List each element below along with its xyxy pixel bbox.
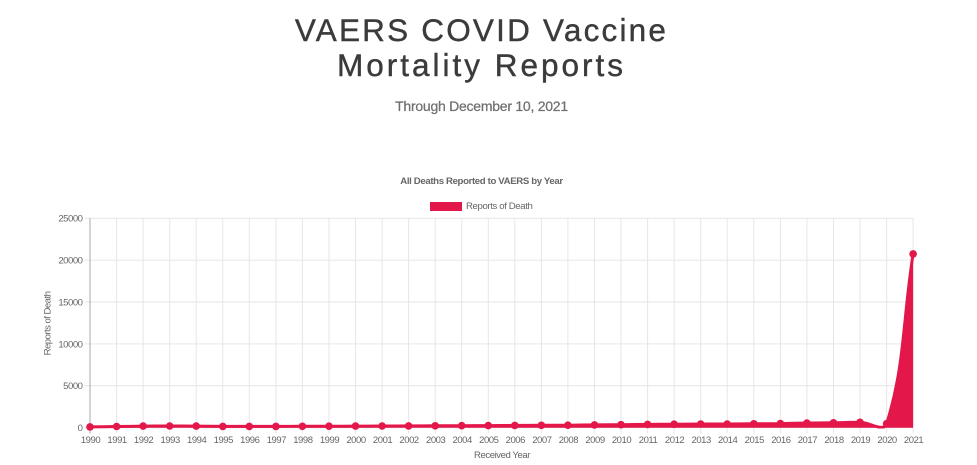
svg-text:2004: 2004 (453, 435, 473, 446)
svg-text:1999: 1999 (320, 435, 340, 446)
svg-text:2021: 2021 (904, 435, 924, 446)
svg-text:2002: 2002 (399, 435, 419, 446)
svg-text:2011: 2011 (639, 435, 658, 446)
svg-text:2017: 2017 (798, 435, 818, 446)
svg-text:1993: 1993 (161, 435, 181, 446)
svg-text:2001: 2001 (373, 435, 393, 446)
svg-text:1991: 1991 (107, 435, 127, 446)
svg-text:2019: 2019 (851, 435, 871, 446)
svg-text:2014: 2014 (718, 435, 738, 446)
svg-text:1996: 1996 (240, 435, 260, 446)
svg-text:2015: 2015 (745, 435, 765, 446)
svg-text:20000: 20000 (58, 256, 82, 267)
svg-text:1995: 1995 (214, 435, 234, 446)
svg-text:2007: 2007 (532, 435, 552, 446)
svg-text:2008: 2008 (559, 435, 579, 446)
svg-text:2012: 2012 (665, 435, 685, 446)
svg-text:15000: 15000 (58, 297, 82, 308)
svg-text:0: 0 (78, 423, 83, 434)
svg-text:2016: 2016 (771, 435, 791, 446)
svg-text:2006: 2006 (506, 435, 526, 446)
svg-text:2013: 2013 (692, 435, 712, 446)
svg-text:2018: 2018 (824, 435, 844, 446)
svg-text:Received Year: Received Year (474, 450, 531, 461)
svg-text:5000: 5000 (63, 381, 83, 392)
svg-text:10000: 10000 (58, 339, 82, 350)
svg-text:2005: 2005 (479, 435, 499, 446)
svg-text:2009: 2009 (585, 435, 605, 446)
svg-text:Reports of Death: Reports of Death (43, 291, 54, 355)
svg-text:1997: 1997 (267, 435, 287, 446)
svg-text:1990: 1990 (81, 435, 101, 446)
svg-text:25000: 25000 (58, 214, 82, 225)
svg-text:1994: 1994 (187, 435, 207, 446)
svg-text:2020: 2020 (877, 435, 897, 446)
svg-text:2003: 2003 (426, 435, 446, 446)
svg-text:1992: 1992 (134, 435, 154, 446)
svg-text:1998: 1998 (293, 435, 313, 446)
svg-text:2010: 2010 (612, 435, 632, 446)
svg-text:2000: 2000 (346, 435, 366, 446)
